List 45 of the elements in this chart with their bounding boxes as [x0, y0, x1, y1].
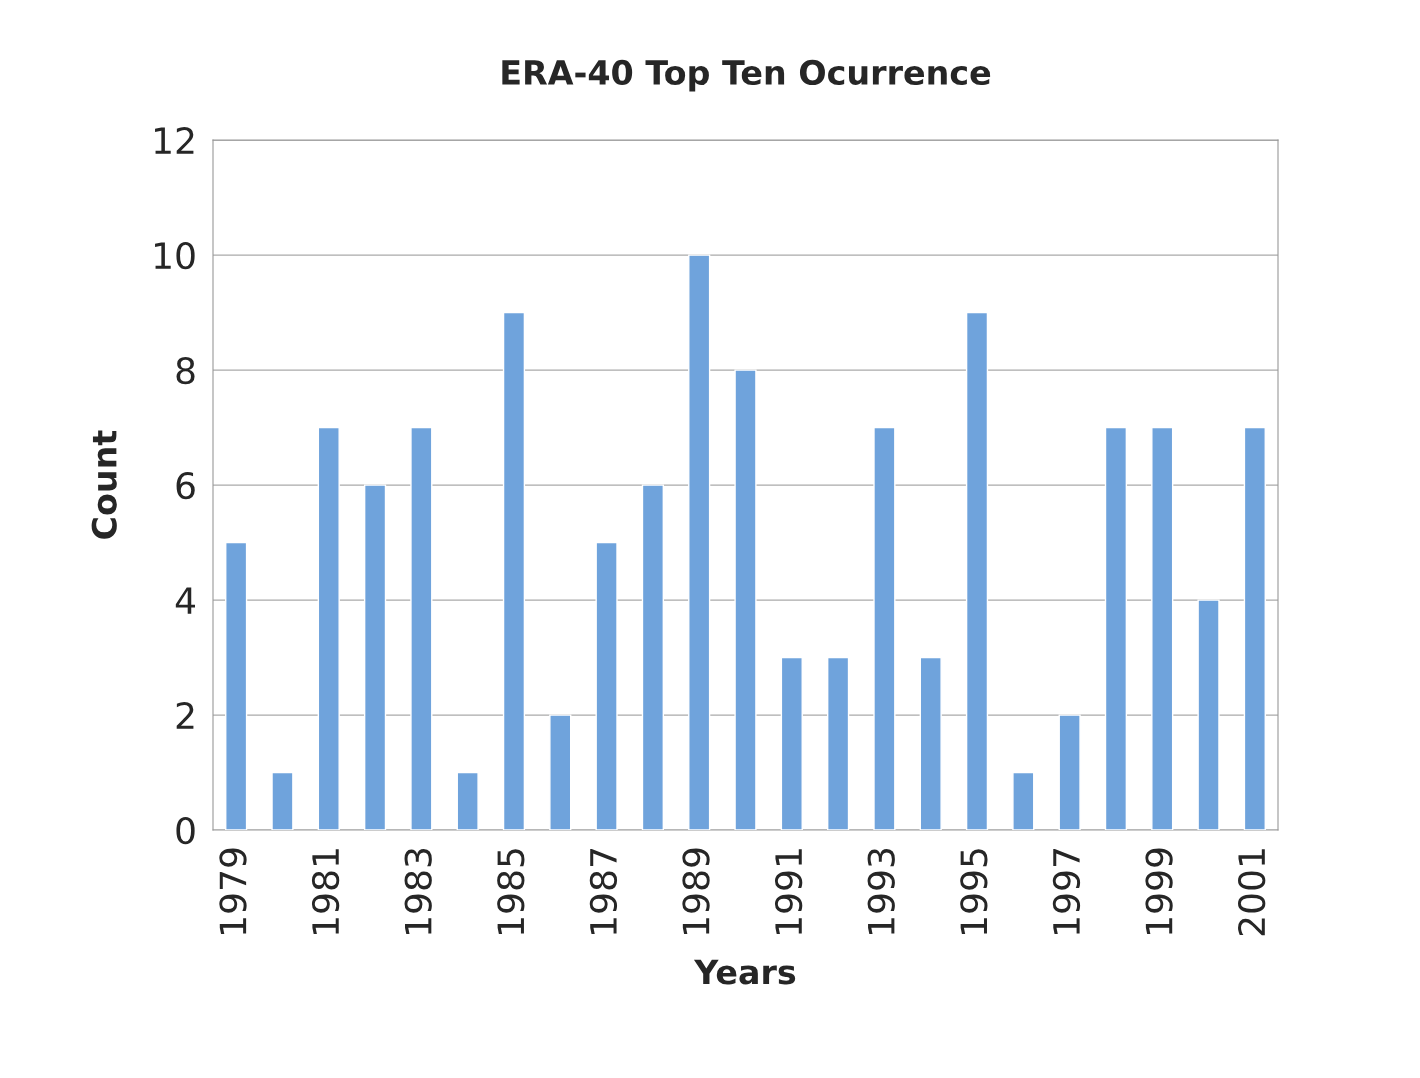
x-tick-label: 1995 — [960, 849, 988, 934]
x-tick-label: 2001 — [1238, 849, 1266, 936]
y-tick-label: 10 — [155, 242, 195, 270]
y-tick-label: 4 — [175, 587, 195, 614]
bar — [1151, 426, 1174, 831]
y-tick-label: 8 — [176, 357, 195, 385]
bar — [688, 254, 711, 831]
bar — [734, 369, 757, 831]
bar — [363, 484, 387, 831]
bar — [456, 771, 479, 831]
x-tick-label: 1987 — [589, 849, 618, 934]
bar — [641, 484, 665, 831]
bar — [1197, 599, 1220, 831]
x-tick-label: 1991 — [774, 849, 803, 934]
x-tick-label: 1999 — [1145, 848, 1173, 934]
x-tick-label: 1981 — [311, 849, 340, 934]
x-tick-label: 1989 — [682, 848, 710, 934]
y-axis-title: Count — [91, 430, 117, 539]
bar — [317, 426, 340, 831]
y-tick-label: 6 — [176, 472, 195, 500]
bar — [919, 656, 942, 831]
x-axis-title: Years — [693, 959, 796, 985]
bar — [502, 311, 526, 831]
bar — [873, 426, 896, 831]
bar — [780, 656, 803, 831]
x-tick-label: 1979 — [219, 848, 247, 934]
bar — [225, 541, 248, 831]
bar — [549, 714, 572, 831]
bar — [1243, 426, 1266, 831]
y-tick-label: 0 — [176, 816, 195, 845]
y-tick-label: 2 — [176, 701, 194, 729]
bar — [1104, 426, 1128, 831]
x-tick-label: 1983 — [404, 848, 432, 934]
bar — [1012, 771, 1035, 831]
chart-title: ERA-40 Top Ten Ocurrence — [502, 59, 991, 92]
bar — [1058, 714, 1081, 831]
x-tick-label: 1985 — [497, 849, 525, 934]
bar — [826, 656, 850, 831]
bar — [595, 541, 618, 831]
bar — [410, 426, 433, 831]
x-tick-label: 1997 — [1052, 849, 1081, 934]
x-tick-label: 1993 — [867, 848, 895, 934]
y-tick-label: 12 — [155, 127, 194, 154]
bar — [271, 771, 294, 831]
bar — [965, 311, 989, 831]
